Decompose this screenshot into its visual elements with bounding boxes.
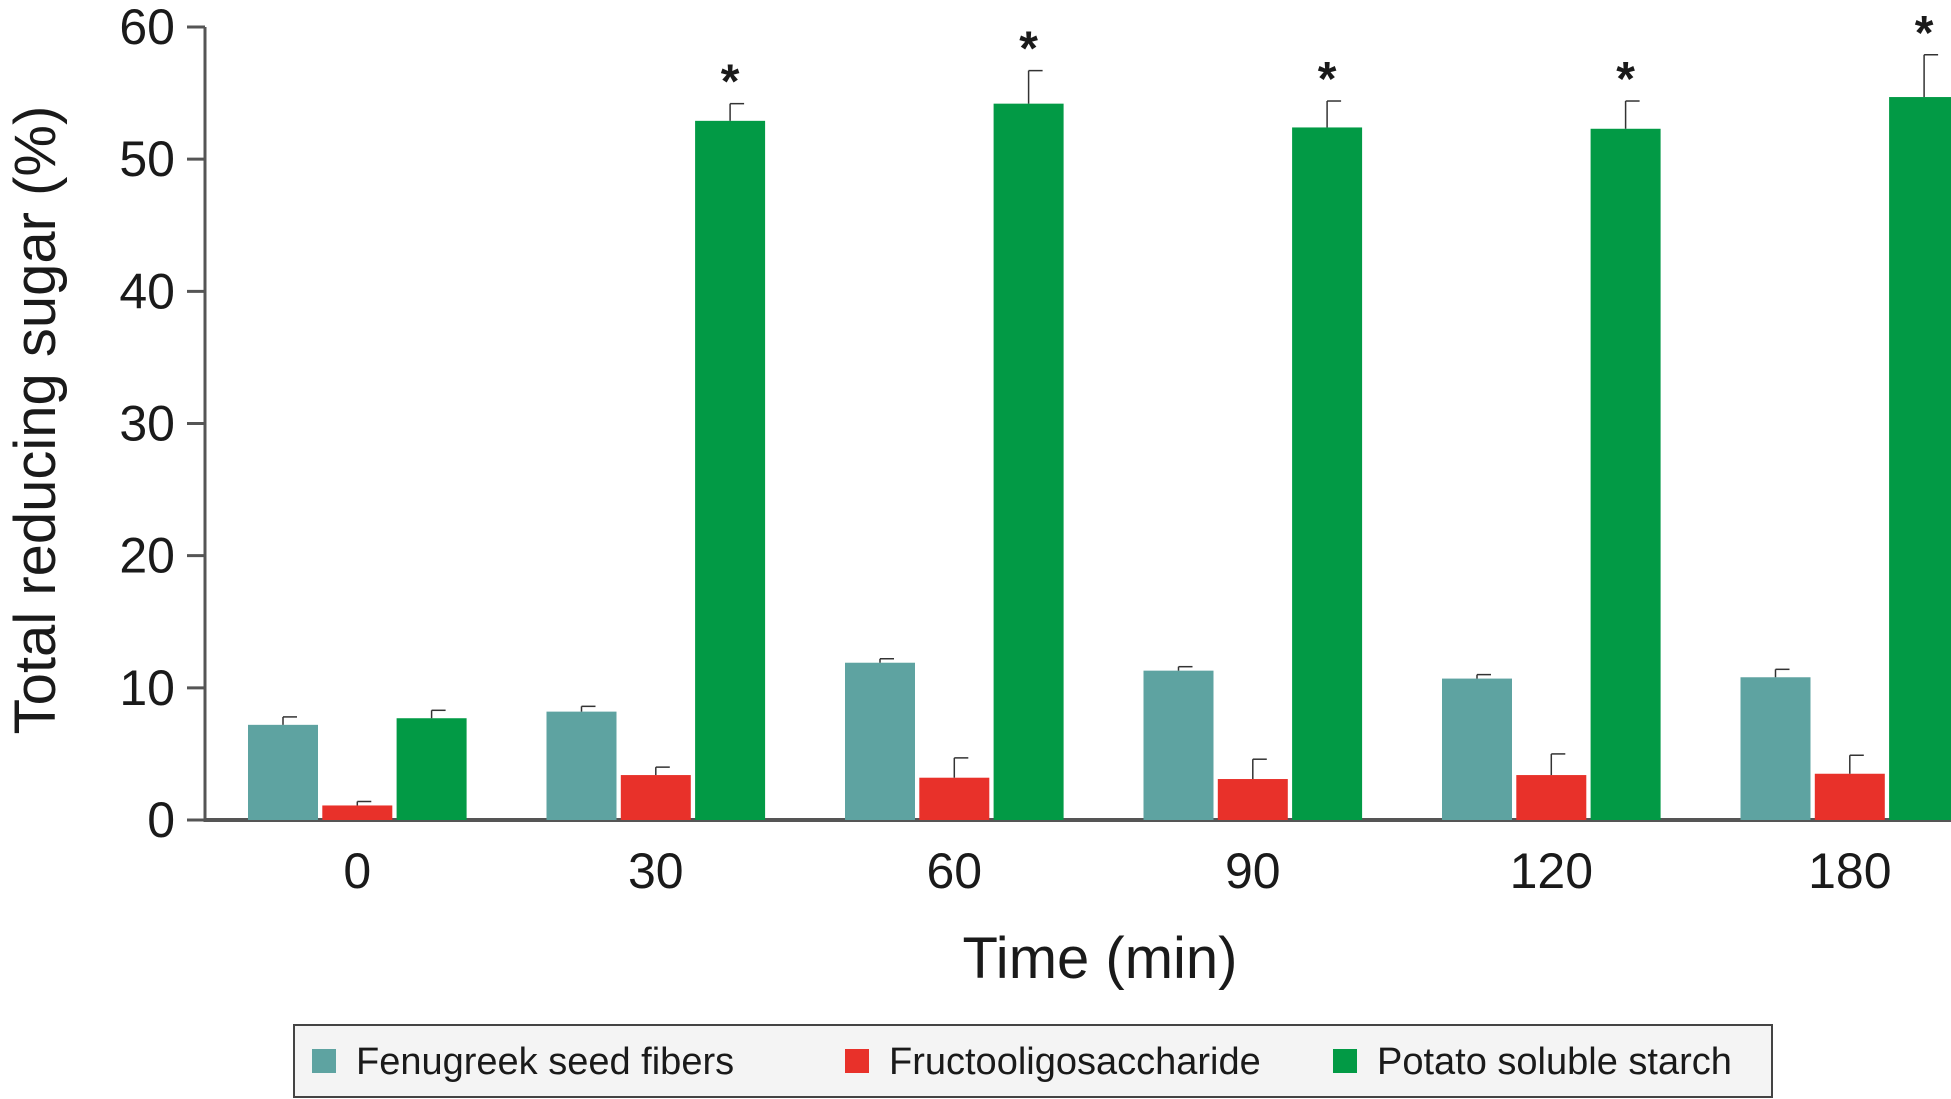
legend-swatch: [845, 1049, 869, 1073]
significance-markers: * * * * *: [721, 7, 1934, 109]
x-tick-label: 60: [926, 843, 982, 899]
legend-swatch: [1333, 1049, 1357, 1073]
bar-potato-soluble-starch: [695, 120, 766, 821]
bar-fenugreek-seed-fibers: [1740, 677, 1811, 820]
significance-star: *: [1318, 53, 1337, 106]
bar-potato-soluble-starch: [993, 103, 1064, 820]
x-tick-label: 0: [343, 843, 371, 899]
x-axis-title: Time (min): [963, 926, 1238, 991]
x-tick-label: 180: [1808, 843, 1891, 899]
significance-star: *: [1616, 53, 1635, 106]
bar-fenugreek-seed-fibers: [546, 711, 617, 820]
legend-label: Potato soluble starch: [1377, 1041, 1732, 1083]
legend-label: Fructooligosaccharide: [889, 1041, 1261, 1083]
bar-potato-soluble-starch: [396, 718, 467, 820]
y-axis: 0 10 20 30 40 50 60: [119, 0, 207, 848]
legend-label: Fenugreek seed fibers: [356, 1041, 734, 1083]
significance-star: *: [1019, 23, 1038, 76]
bar-fenugreek-seed-fibers: [845, 662, 915, 820]
bar-potato-soluble-starch: [1889, 97, 1951, 820]
bar-potato-soluble-starch: [1292, 127, 1363, 821]
legend: Fenugreek seed fibers Fructooligosacchari…: [293, 1024, 1773, 1098]
x-tick-label: 90: [1225, 843, 1281, 899]
y-tick-label: 20: [119, 528, 175, 584]
y-tick-label: 10: [119, 660, 175, 716]
significance-star: *: [721, 56, 740, 109]
x-tick-label: 120: [1510, 843, 1593, 899]
bar-groups: [248, 97, 1951, 821]
bar-fructooligosaccharide: [919, 777, 990, 820]
bar-fenugreek-seed-fibers: [248, 724, 318, 820]
error-bars: [282, 54, 1939, 806]
y-tick-label: 40: [119, 263, 175, 319]
x-tick-label: 30: [628, 843, 684, 899]
x-axis: 0 30 60 90 120 180: [204, 818, 1951, 899]
bar-fructooligosaccharide: [620, 775, 691, 820]
legend-box: [293, 1024, 1773, 1098]
y-tick-label: 30: [119, 396, 175, 452]
bar-fenugreek-seed-fibers: [1442, 678, 1512, 820]
y-tick-label: 0: [147, 792, 175, 848]
legend-swatch: [312, 1049, 336, 1073]
bar-fenugreek-seed-fibers: [1143, 670, 1214, 820]
bar-fructooligosaccharide: [1814, 773, 1885, 820]
y-tick-label: 50: [119, 131, 175, 187]
bar-fructooligosaccharide: [1516, 775, 1587, 820]
significance-star: *: [1915, 7, 1934, 60]
y-tick-label: 60: [119, 0, 175, 55]
y-axis-title: Total reducing sugar (%): [3, 106, 68, 735]
bar-fructooligosaccharide: [322, 805, 393, 820]
bar-fructooligosaccharide: [1217, 779, 1288, 820]
bar-potato-soluble-starch: [1590, 128, 1661, 821]
